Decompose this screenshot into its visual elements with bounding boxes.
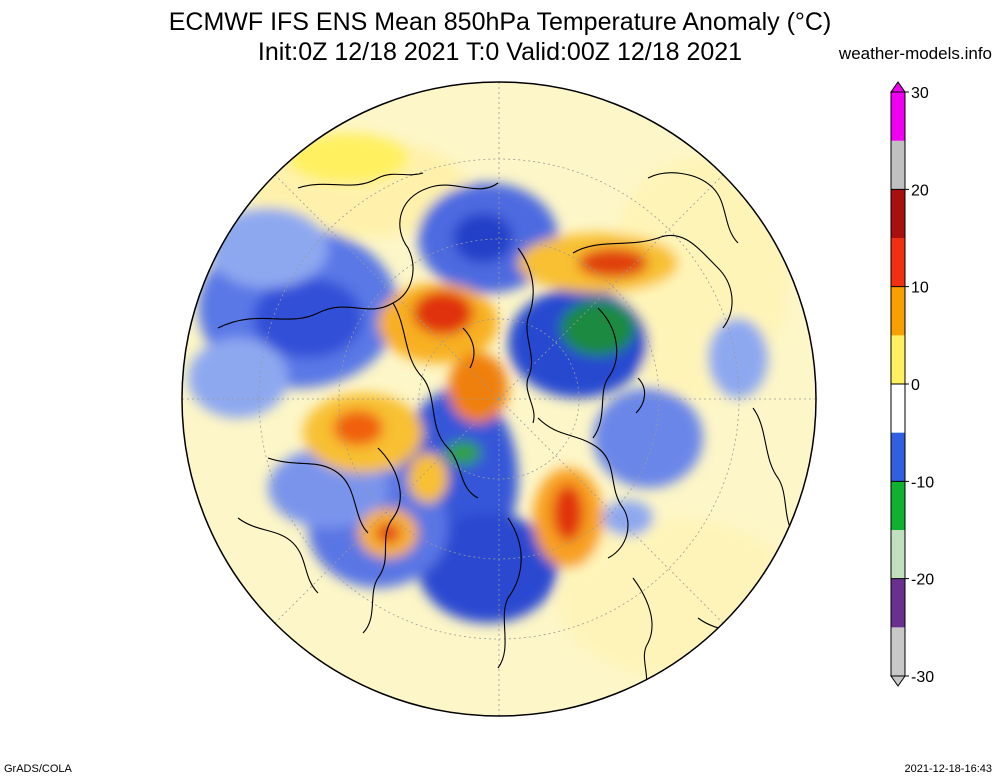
colorbar-tick-label: -20 [911,572,934,589]
colorbar: 30 20 10 0 -10 -20 -30 [890,81,934,687]
colorbar-tick-label: 10 [911,280,929,297]
credit-label: GrADS/COLA [4,763,72,775]
colorbar-segment [891,140,905,190]
colorbar-segment [891,481,905,531]
colorbar-tick-label: 30 [911,85,929,102]
colorbar-segment [891,286,905,336]
map-subtitle: Init:0Z 12/18 2021 T:0 Valid:00Z 12/18 2… [257,38,743,66]
graticule [182,82,816,716]
colorbar-segment [891,92,905,142]
map-title: ECMWF IFS ENS Mean 850hPa Temperature An… [168,8,832,36]
timestamp-label: 2021-12-18-16:43 [904,763,992,775]
colorbar-segment [891,627,905,677]
colorbar-segment [891,238,905,288]
colorbar-tick-label: -30 [911,669,934,686]
colorbar-tick-label: -10 [911,474,934,491]
colorbar-tick-label: 20 [911,182,929,199]
colorbar-max-arrow [890,81,906,93]
colorbar-segment [891,432,905,482]
site-label: weather-models.info [838,44,992,63]
colorbar-segment [891,530,905,580]
colorbar-tick-label: 0 [911,377,920,394]
colorbar-segment [891,384,905,434]
colorbar-min-arrow [890,675,906,687]
coastlines [217,172,794,694]
map-border [181,81,817,717]
colorbar-ticks: 30 20 10 0 -10 -20 -30 [891,85,934,686]
polar-anomaly-map [181,81,817,717]
colorbar-segment [891,189,905,239]
colorbar-segment [891,578,905,628]
anomaly-field [188,133,798,678]
colorbar-segment [891,335,905,385]
